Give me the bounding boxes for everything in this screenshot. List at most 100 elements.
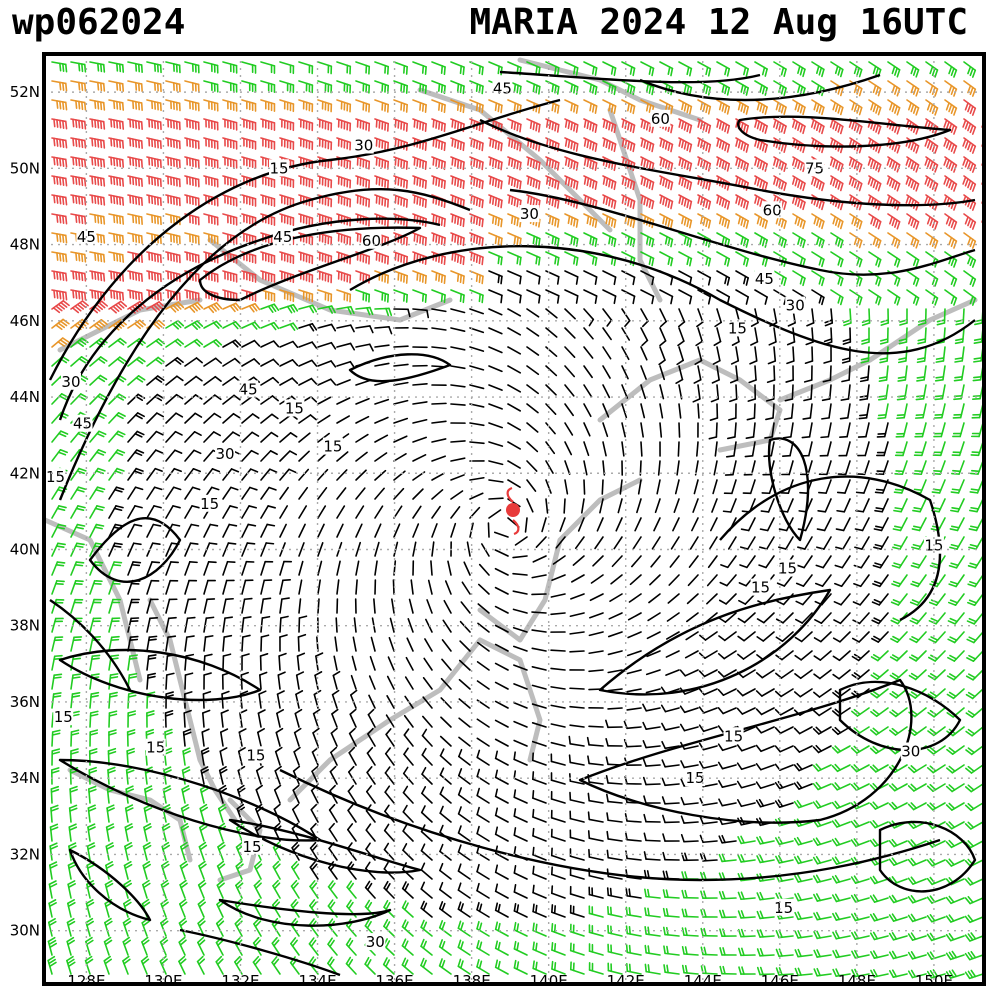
- wind-barb: [108, 232, 125, 244]
- wind-barb: [735, 61, 749, 77]
- contour-label: 30: [366, 933, 385, 951]
- wind-barb: [754, 175, 768, 191]
- wind-barb: [355, 156, 371, 170]
- wind-barb: [488, 213, 503, 228]
- wind-barb: [336, 175, 352, 189]
- wind-barb: [849, 80, 863, 97]
- wind-barb: [203, 118, 219, 131]
- wind-barb: [127, 194, 143, 207]
- wind-barb: [735, 99, 749, 115]
- wind-barb: [450, 213, 465, 228]
- wind-barb: [564, 137, 579, 152]
- wind-barb: [241, 137, 257, 150]
- wind-barb: [564, 80, 579, 95]
- wind-barb: [298, 213, 314, 227]
- wind-barb: [431, 61, 446, 76]
- coast-honshu-north: [477, 477, 643, 643]
- wind-barb: [374, 137, 390, 151]
- wind-barb: [165, 61, 181, 74]
- wind-barb: [298, 118, 314, 132]
- wind-barb: [279, 213, 295, 227]
- wind-barb: [373, 598, 376, 614]
- wind-barb: [569, 650, 585, 653]
- wind-barb: [146, 61, 162, 74]
- wind-barb: [203, 137, 219, 150]
- wind-barb: [905, 156, 920, 173]
- wind-barb: [70, 213, 87, 225]
- wind-barb: [640, 232, 655, 248]
- lon-tick-label: 128E: [67, 972, 105, 989]
- lat-tick-label: 30N: [10, 922, 40, 940]
- wind-barbs: [47, 61, 984, 980]
- wind-barb: [222, 99, 238, 112]
- wind-barb: [659, 137, 674, 153]
- wind-barb: [963, 99, 977, 116]
- wind-barb: [867, 175, 882, 192]
- wind-barb: [89, 61, 106, 73]
- wind-barb: [868, 213, 882, 230]
- wind-barb: [830, 99, 844, 116]
- wind-barb: [849, 99, 863, 116]
- wind-barb: [203, 80, 219, 93]
- wind-barb: [469, 232, 484, 247]
- wind-barb: [51, 99, 68, 111]
- wind-barb: [165, 156, 181, 169]
- contour-label: 45: [493, 79, 512, 97]
- wind-barb: [146, 175, 162, 188]
- wind-barb: [583, 175, 598, 190]
- wind-barb: [811, 61, 825, 78]
- contour-label: 15: [323, 438, 342, 456]
- wind-barb: [412, 194, 427, 208]
- wind-barb: [906, 61, 920, 78]
- wind-barb: [393, 99, 408, 113]
- wind-barb: [70, 99, 87, 111]
- wind-barb: [374, 156, 390, 170]
- wind-barb: [906, 80, 920, 97]
- wind-barb: [588, 725, 604, 728]
- wind-barb: [412, 175, 427, 189]
- wind-barb: [697, 403, 700, 419]
- wind-barb: [241, 194, 257, 207]
- wind-barb: [868, 232, 882, 249]
- wind-barb: [184, 175, 200, 188]
- wind-barb: [716, 99, 731, 115]
- wind-barb: [450, 194, 465, 209]
- lon-tick-label: 130E: [144, 972, 182, 989]
- contour-label: 60: [362, 232, 381, 250]
- wind-barb: [716, 61, 731, 77]
- wind-barb: [184, 80, 200, 93]
- coast-korea-east: [147, 597, 238, 823]
- wind-barb: [260, 194, 276, 207]
- wind-barb: [412, 327, 428, 330]
- wind-barb: [602, 61, 617, 77]
- wind-barb: [602, 194, 617, 210]
- wind-barb: [810, 175, 825, 192]
- wind-barb: [355, 80, 371, 94]
- wind-barb: [924, 175, 939, 192]
- wind-barb: [108, 194, 125, 206]
- lon-tick-label: 132E: [221, 972, 259, 989]
- wind-barb: [791, 156, 806, 173]
- wind-barb: [531, 611, 547, 614]
- wind-barb: [943, 175, 958, 192]
- wind-barb: [450, 80, 465, 95]
- wind-barb: [621, 118, 636, 134]
- wind-barb: [184, 194, 200, 207]
- wind-barb: [241, 118, 257, 131]
- wind-barb: [184, 137, 200, 150]
- wind-barb: [51, 156, 68, 168]
- wind-barb: [222, 61, 238, 74]
- wind-barb: [640, 194, 655, 210]
- wind-barb: [260, 61, 276, 74]
- wind-barb: [393, 194, 408, 208]
- wind-barb: [165, 232, 181, 245]
- wind-barb: [754, 61, 768, 77]
- wind-barb: [279, 194, 295, 208]
- wind-barb: [203, 175, 219, 188]
- wind-barb: [393, 80, 408, 94]
- wind-barb: [336, 80, 352, 94]
- wind-barb: [431, 118, 446, 133]
- wind-barb: [773, 118, 787, 134]
- wind-barb: [659, 213, 674, 229]
- contour-label: 15: [751, 579, 770, 597]
